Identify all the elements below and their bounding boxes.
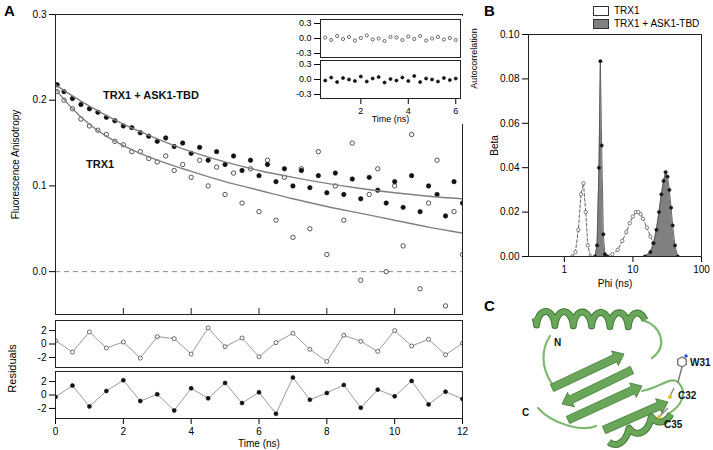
- html-text:TRX1 + ASK1-TBD: TRX1 + ASK1-TBD: [614, 18, 700, 29]
- svg-text:-2: -2: [38, 403, 47, 414]
- svg-text:0.04: 0.04: [500, 162, 520, 173]
- html-text:A: A: [4, 2, 15, 19]
- svg-text:N: N: [554, 337, 561, 348]
- svg-text:1: 1: [562, 264, 568, 275]
- svg-text:2: 2: [358, 106, 363, 116]
- svg-text:-0.3: -0.3: [296, 48, 312, 58]
- svg-text:2: 2: [121, 426, 127, 437]
- html-text:Autocorrelation: Autocorrelation: [468, 27, 479, 89]
- svg-text:TRX1: TRX1: [86, 158, 114, 170]
- svg-text:0.0: 0.0: [299, 74, 312, 84]
- svg-text:0: 0: [41, 389, 47, 400]
- svg-text:0.00: 0.00: [500, 251, 520, 262]
- svg-text:12: 12: [457, 426, 469, 437]
- svg-text:Time (ns): Time (ns): [238, 438, 280, 449]
- svg-text:C: C: [522, 407, 529, 418]
- svg-text:0.10: 0.10: [500, 29, 520, 40]
- svg-text:0.02: 0.02: [500, 206, 520, 217]
- svg-text:C32: C32: [678, 390, 697, 401]
- svg-text:10: 10: [627, 264, 639, 275]
- html-text:TRX1: TRX1: [614, 5, 640, 16]
- svg-text:0.0: 0.0: [299, 33, 312, 43]
- svg-text:0.1: 0.1: [33, 180, 47, 191]
- svg-text:0.2: 0.2: [33, 94, 47, 105]
- svg-text:100: 100: [693, 264, 710, 275]
- svg-text:6: 6: [256, 426, 262, 437]
- svg-text:2: 2: [41, 376, 47, 387]
- svg-text:Fluorescence Anisotropy: Fluorescence Anisotropy: [10, 110, 21, 220]
- svg-text:4: 4: [188, 426, 194, 437]
- svg-text:0.3: 0.3: [299, 18, 312, 28]
- svg-text:-0.3: -0.3: [296, 89, 312, 99]
- svg-text:10: 10: [389, 426, 401, 437]
- svg-text:0.3: 0.3: [299, 59, 312, 69]
- svg-text:0: 0: [41, 338, 47, 349]
- svg-text:6: 6: [453, 106, 458, 116]
- svg-text:Beta: Beta: [489, 135, 500, 156]
- svg-text:2: 2: [41, 325, 47, 336]
- svg-text:0.06: 0.06: [500, 118, 520, 129]
- svg-text:4: 4: [405, 105, 411, 116]
- svg-text:0.0: 0.0: [33, 266, 47, 277]
- html-text:Residuals: Residuals: [5, 343, 18, 393]
- svg-text:-2: -2: [38, 352, 47, 363]
- svg-text:8: 8: [324, 426, 330, 437]
- svg-text:TRX1 + ASK1-TBD: TRX1 + ASK1-TBD: [103, 89, 199, 101]
- svg-text:W31: W31: [690, 357, 711, 368]
- html-text:B: B: [484, 2, 495, 19]
- svg-text:0.3: 0.3: [33, 9, 47, 20]
- svg-text:0.08: 0.08: [500, 73, 520, 84]
- svg-text:0: 0: [53, 426, 59, 437]
- html-text:C: C: [484, 297, 495, 314]
- svg-text:C35: C35: [664, 419, 683, 430]
- svg-text:Phi (ns): Phi (ns): [598, 278, 632, 289]
- svg-text:Time (ns): Time (ns): [372, 114, 410, 124]
